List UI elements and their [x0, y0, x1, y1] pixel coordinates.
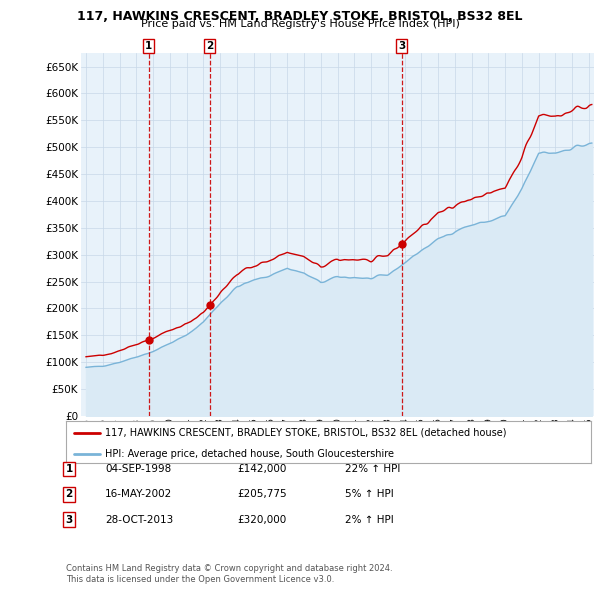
Text: 28-OCT-2013: 28-OCT-2013 — [105, 515, 173, 525]
Text: 3: 3 — [65, 515, 73, 525]
Text: This data is licensed under the Open Government Licence v3.0.: This data is licensed under the Open Gov… — [66, 575, 334, 584]
Text: 1: 1 — [145, 41, 152, 51]
Text: HPI: Average price, detached house, South Gloucestershire: HPI: Average price, detached house, Sout… — [106, 449, 394, 459]
Text: 117, HAWKINS CRESCENT, BRADLEY STOKE, BRISTOL, BS32 8EL (detached house): 117, HAWKINS CRESCENT, BRADLEY STOKE, BR… — [106, 428, 507, 438]
Text: 2% ↑ HPI: 2% ↑ HPI — [345, 515, 394, 525]
Text: 1: 1 — [65, 464, 73, 474]
Text: 16-MAY-2002: 16-MAY-2002 — [105, 490, 172, 499]
Text: 2: 2 — [65, 490, 73, 499]
Text: £205,775: £205,775 — [237, 490, 287, 499]
Text: Price paid vs. HM Land Registry's House Price Index (HPI): Price paid vs. HM Land Registry's House … — [140, 19, 460, 30]
Text: 5% ↑ HPI: 5% ↑ HPI — [345, 490, 394, 499]
Text: 117, HAWKINS CRESCENT, BRADLEY STOKE, BRISTOL, BS32 8EL: 117, HAWKINS CRESCENT, BRADLEY STOKE, BR… — [77, 10, 523, 23]
Text: £142,000: £142,000 — [237, 464, 286, 474]
Text: £320,000: £320,000 — [237, 515, 286, 525]
Text: 3: 3 — [398, 41, 406, 51]
Text: 2: 2 — [206, 41, 213, 51]
Text: Contains HM Land Registry data © Crown copyright and database right 2024.: Contains HM Land Registry data © Crown c… — [66, 565, 392, 573]
Text: 22% ↑ HPI: 22% ↑ HPI — [345, 464, 400, 474]
Text: 04-SEP-1998: 04-SEP-1998 — [105, 464, 171, 474]
